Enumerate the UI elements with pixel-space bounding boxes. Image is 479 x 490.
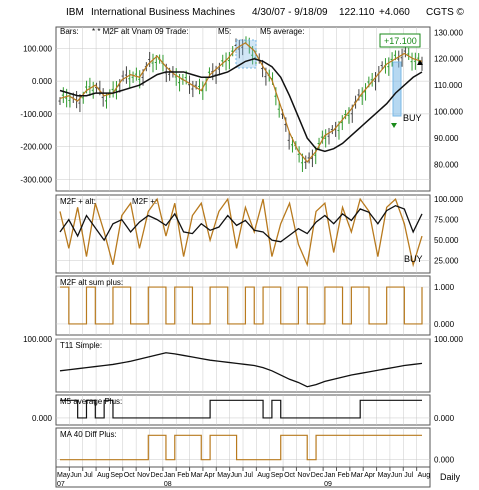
date-range-label: 4/30/07 - 9/18/09 [252, 7, 328, 18]
sell-arrow-icon [417, 60, 423, 65]
buy-signal-label: BUY [403, 113, 422, 123]
m5avg-series-line [60, 399, 422, 419]
month-label: Jun [391, 472, 402, 479]
month-label: Aug [97, 472, 110, 479]
month-label: Jul [244, 472, 253, 479]
year-label: 09 [324, 481, 332, 488]
brand-label: CGTS © [426, 7, 465, 18]
main-legend-item: M5: [218, 27, 231, 36]
left-axis-tick-label: -200.000 [20, 143, 52, 152]
month-label: May [57, 472, 71, 479]
ma40-series-line [60, 434, 422, 461]
month-label: May [217, 472, 231, 479]
sum-series-line [60, 286, 423, 325]
t11-left-tick-label: 100.000 [23, 335, 52, 344]
month-label: Jun [231, 472, 242, 479]
main-legend-item: M5 average: [260, 27, 304, 36]
month-label: Mar [191, 472, 204, 479]
buy-arrow-icon [391, 123, 397, 128]
osc-legend-item: M2F +: [132, 197, 157, 206]
month-label: Jul [404, 472, 413, 479]
year-label: 08 [164, 481, 172, 488]
right-axis-tick-label: 130.000 [434, 28, 463, 37]
month-label: Mar [351, 472, 364, 479]
ticker-label: IBM [66, 7, 84, 18]
month-label: Sep [110, 472, 123, 479]
gain-annotation-box [379, 33, 421, 48]
year-label: 07 [57, 481, 65, 488]
month-label: Nov [297, 472, 310, 479]
sum-right-tick-label: 0.000 [434, 320, 455, 329]
month-label: Aug [257, 472, 270, 479]
osc-series-line [59, 204, 423, 243]
m5avg-legend-item: M5 average Plus: [60, 397, 122, 406]
sum-legend-item: M2F alt sum plus: [60, 278, 123, 287]
month-label: Apr [364, 472, 376, 479]
m5-average-line [59, 57, 423, 153]
company-label: International Business Machines [91, 7, 235, 18]
osc-buy-label: BUY [404, 254, 423, 264]
osc-right-tick-label: 50.000 [434, 236, 459, 245]
t11-series-line [59, 352, 423, 388]
main-legend-item: Bars: [60, 27, 79, 36]
m5avg-right-tick-label: 0.000 [434, 414, 455, 423]
month-label: Oct [124, 472, 135, 479]
right-axis-tick-label: 90.000 [434, 134, 459, 143]
month-label: Jan [324, 472, 335, 479]
right-axis-tick-label: 120.000 [434, 55, 463, 64]
month-label: May [378, 472, 392, 479]
month-label: Aug [418, 472, 431, 479]
m5avg-left-tick-label: 0.000 [32, 414, 53, 423]
osc-series-line [59, 197, 423, 268]
change-label: +4.060 [379, 7, 410, 18]
month-label: Oct [284, 472, 295, 479]
ma40-right-tick-label: 0.000 [434, 456, 455, 465]
month-label: Sep [271, 472, 284, 479]
osc-legend-item: M2F + alt: [60, 197, 96, 206]
month-label: Feb [338, 472, 350, 479]
main-legend-item: * * M2F alt Vnam 09 Trade: [92, 27, 189, 36]
month-label: Nov [137, 472, 150, 479]
sum-right-tick-label: 1.000 [434, 283, 455, 292]
right-axis-tick-label: 100.000 [434, 108, 463, 117]
m5-line [59, 42, 423, 163]
month-label: Jan [164, 472, 175, 479]
month-label: Jul [84, 472, 93, 479]
month-label: Dec [311, 472, 324, 479]
right-axis-tick-label: 110.000 [434, 81, 463, 90]
osc-right-tick-label: 25.000 [434, 257, 459, 266]
left-axis-tick-label: 0.000 [32, 77, 53, 86]
month-label: Dec [151, 472, 164, 479]
month-label: Jun [70, 472, 81, 479]
t11-legend-item: T11 Simple: [60, 341, 102, 350]
left-axis-tick-label: -100.000 [20, 110, 52, 119]
ma40-legend-item: MA 40 Diff Plus: [60, 430, 117, 439]
periodicity-label: Daily [440, 472, 461, 482]
osc-right-tick-label: 100.000 [434, 195, 463, 204]
right-axis-tick-label: 80.000 [434, 161, 459, 170]
t11-right-tick-label: 100.000 [434, 335, 463, 344]
price-label: 122.110 [339, 7, 375, 18]
left-axis-tick-label: 100.000 [23, 44, 52, 53]
month-label: Apr [204, 472, 216, 479]
osc-right-tick-label: 75.000 [434, 216, 459, 225]
month-label: Feb [177, 472, 189, 479]
gain-annotation-label: +17.100 [384, 36, 417, 46]
left-axis-tick-label: -300.000 [20, 176, 52, 185]
